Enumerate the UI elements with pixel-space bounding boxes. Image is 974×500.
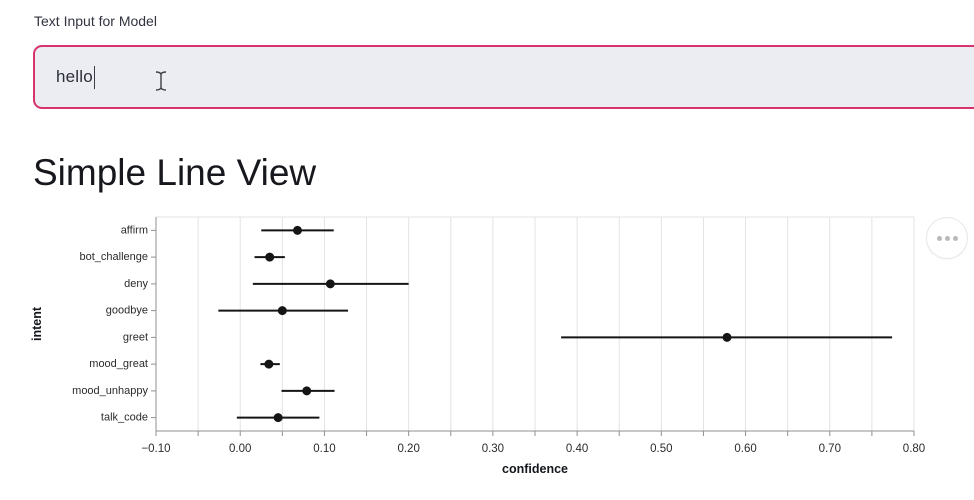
- x-tick-label: 0.80: [903, 443, 925, 455]
- x-tick-label: 0.50: [650, 443, 672, 455]
- y-axis-label: greet: [123, 331, 148, 343]
- x-tick-label: −0.10: [141, 443, 170, 455]
- x-tick-label: 0.30: [482, 443, 504, 455]
- y-axis-label: mood_unhappy: [72, 385, 148, 397]
- y-axis-label: talk_code: [101, 412, 148, 424]
- x-tick-label: 0.70: [819, 443, 841, 455]
- vega-actions-button[interactable]: [926, 217, 968, 259]
- x-tick-label: 0.60: [734, 443, 756, 455]
- data-point-mood_unhappy: [302, 386, 312, 396]
- text-input[interactable]: hello: [33, 45, 974, 109]
- data-point-goodbye: [277, 306, 287, 316]
- chart-svg: −0.10 0.00 0.10 0.20 0.30 0.40 0.50 0.60 0.70 0.8…: [30, 216, 925, 476]
- text-caret: [93, 65, 96, 89]
- page-title: Simple Line View: [33, 152, 317, 193]
- x-tick-label: 0.10: [313, 443, 335, 455]
- y-axis-label: deny: [124, 278, 148, 290]
- data-point-affirm: [292, 225, 302, 235]
- data-point-deny: [325, 279, 335, 289]
- x-tick-label: 0.00: [229, 443, 251, 455]
- y-axis-label: mood_great: [89, 358, 148, 370]
- data-point-talk_code: [273, 413, 283, 423]
- y-axis-title: intent: [30, 306, 44, 341]
- chart-container: −0.10 0.00 0.10 0.20 0.30 0.40 0.50 0.60 0.70 0.8…: [0, 207, 974, 492]
- text-input-value: hello: [56, 67, 93, 86]
- input-label: Text Input for Model: [34, 13, 157, 29]
- x-tick-label: 0.20: [397, 443, 419, 455]
- y-axis-label: goodbye: [106, 305, 148, 317]
- data-point-mood_great: [264, 359, 274, 369]
- x-tick-label: 0.40: [566, 443, 588, 455]
- data-point-bot_challenge: [265, 252, 275, 262]
- data-point-greet: [722, 332, 732, 342]
- ellipsis-icon: [936, 235, 958, 241]
- x-axis-title: confidence: [502, 462, 568, 476]
- y-axis-label: bot_challenge: [79, 251, 148, 263]
- y-axis-label: affirm: [121, 224, 148, 236]
